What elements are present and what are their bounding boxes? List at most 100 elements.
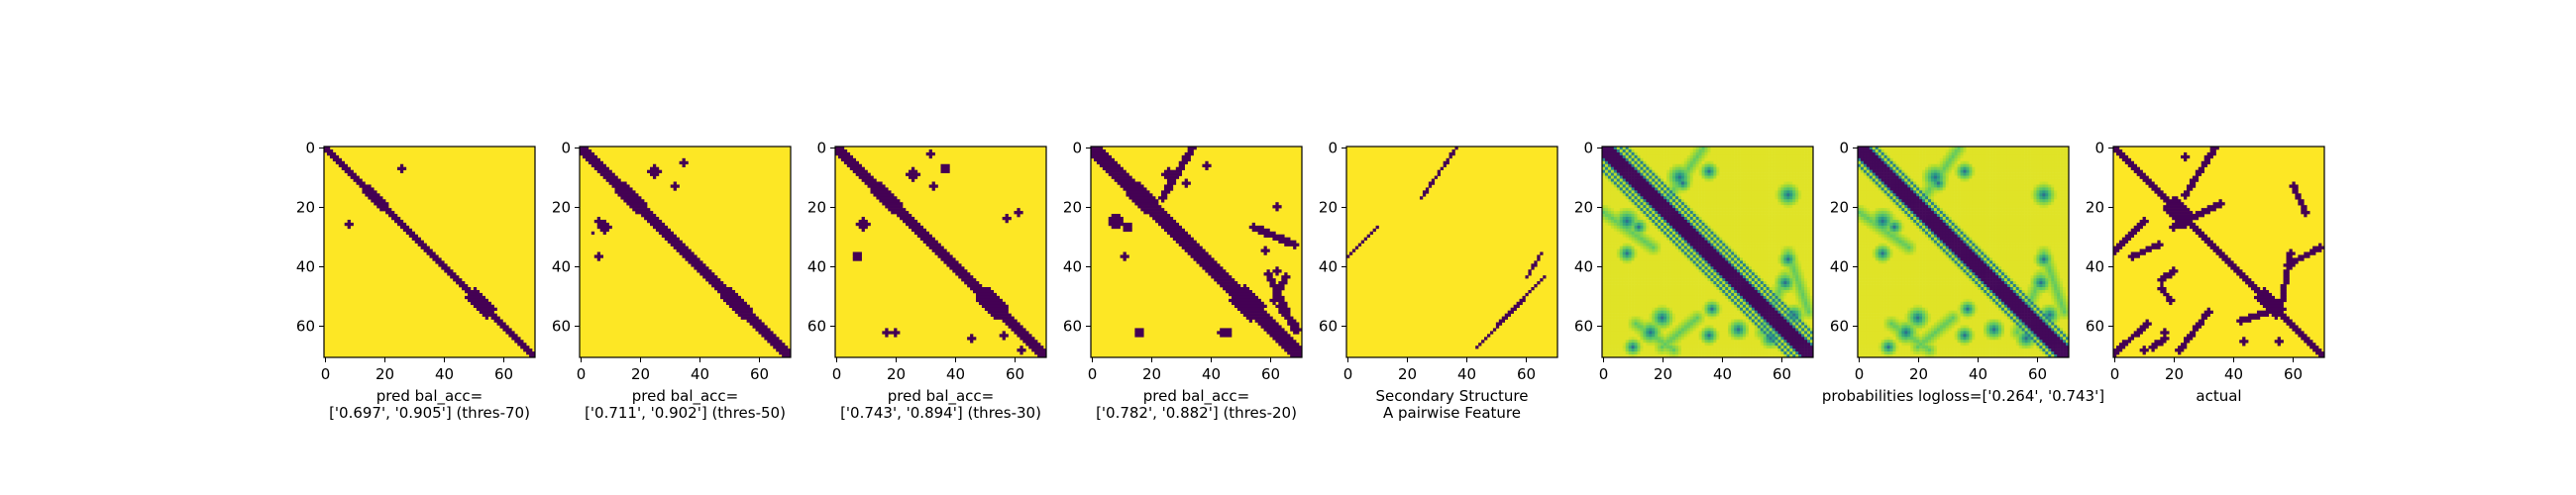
heatmap-cell (1672, 214, 1676, 218)
heatmap-cell (1707, 175, 1711, 179)
heatmap-cell (1672, 172, 1676, 176)
heatmap-cell (1737, 147, 1741, 150)
heatmap-cell (1798, 257, 1802, 261)
heatmap-cell (1683, 254, 1688, 258)
heatmap-cell (1748, 272, 1753, 276)
heatmap-cell (1692, 254, 1696, 258)
heatmap-cell (1537, 254, 1541, 258)
heatmap-cell (1695, 266, 1699, 270)
heatmap-cell (1613, 225, 1618, 230)
heatmap-cell (1698, 304, 1702, 309)
heatmap-cell (1669, 172, 1673, 176)
heatmap-cell (1616, 214, 1621, 218)
heatmap-cell (1734, 322, 1738, 326)
heatmap-cell (1661, 246, 1664, 249)
heatmap-cell (1637, 260, 1641, 264)
heatmap-cell (1689, 231, 1694, 236)
heatmap-cell (1780, 151, 1784, 156)
heatmap-cell (843, 160, 859, 165)
heatmap-cell (1677, 298, 1682, 303)
heatmap-cell (1725, 214, 1729, 218)
heatmap-cell (1661, 147, 1664, 150)
heatmap-cell (1640, 160, 1644, 165)
heatmap-cell (1680, 205, 1685, 209)
heatmap-cell (1795, 202, 1799, 206)
heatmap-cell (1698, 313, 1702, 317)
heatmap-cell (1661, 157, 1664, 162)
heatmap-cell (1631, 284, 1635, 288)
heatmap-cell (1677, 266, 1682, 270)
heatmap-cell (1692, 184, 1696, 188)
heatmap-cell (1625, 257, 1629, 261)
heatmap-cell (470, 301, 491, 306)
heatmap-cell (1683, 287, 1688, 291)
heatmap-cell (1616, 287, 1621, 291)
heatmap-cell (1672, 169, 1676, 173)
heatmap-cell (1616, 202, 1621, 206)
heatmap-cell (465, 289, 481, 294)
heatmap-cell (1607, 231, 1612, 236)
heatmap-cell (1801, 263, 1805, 267)
heatmap-cell (1754, 172, 1759, 176)
heatmap-cell (391, 217, 401, 221)
heatmap-cell (1628, 301, 1632, 306)
heatmap-cell (1674, 234, 1679, 239)
heatmap-cell (1792, 240, 1796, 244)
heatmap-cell (1722, 151, 1726, 156)
heatmap-cell (1777, 202, 1781, 206)
heatmap-cell (1680, 275, 1685, 279)
heatmap-cell (1652, 287, 1656, 291)
heatmap-cell (1616, 181, 1621, 185)
heatmap-cell (1631, 187, 1635, 191)
heatmap-cell (1604, 260, 1609, 264)
heatmap-cell (1698, 219, 1702, 224)
heatmap-cell (1658, 266, 1662, 270)
heatmap-cell (685, 257, 700, 261)
heatmap-cell (1801, 231, 1805, 236)
heatmap-cell (1622, 172, 1626, 176)
heatmap-cell (1698, 190, 1702, 194)
heatmap-cell (1622, 196, 1626, 200)
heatmap-cell (1710, 187, 1714, 191)
heatmap-cell (1769, 275, 1772, 279)
heatmap-cell (1745, 301, 1750, 306)
heatmap-cell (1672, 319, 1676, 323)
heatmap-cell (1783, 243, 1787, 247)
heatmap-cell (1748, 304, 1753, 309)
heatmap-cell (1161, 225, 1183, 230)
heatmap-cell (1646, 260, 1650, 264)
heatmap-cell (1731, 278, 1735, 282)
heatmap-cell (1766, 301, 1770, 306)
heatmap-cell (1649, 243, 1653, 247)
heatmap-cell (1716, 278, 1720, 282)
heatmap-cell (1643, 287, 1647, 291)
heatmap-cell (1698, 295, 1702, 300)
heatmap-cell (694, 266, 709, 270)
heatmap-cell (1743, 304, 1747, 309)
heatmap-cell (1649, 287, 1653, 291)
heatmap-cell (1622, 240, 1626, 244)
heatmap-cell (1769, 208, 1772, 212)
heatmap-cell (1740, 272, 1744, 276)
heatmap-cell (1695, 292, 1699, 297)
heatmap-cell (1754, 246, 1759, 249)
heatmap-cell (1763, 187, 1767, 191)
heatmap-cell (1760, 275, 1765, 279)
heatmap-cell (1757, 263, 1762, 267)
heatmap-cell (1771, 240, 1775, 244)
heatmap-cell (1674, 181, 1679, 185)
heatmap-cell (1217, 331, 1233, 335)
heatmap-cell (1725, 157, 1729, 162)
heatmap-cell (1774, 231, 1778, 236)
heatmap-cell (1610, 272, 1615, 276)
y-tick-label: 40 (1063, 258, 1082, 276)
heatmap-cell (1786, 263, 1790, 267)
heatmap-cell (1652, 187, 1656, 191)
heatmap-cell (1757, 211, 1762, 215)
heatmap-cell (1713, 275, 1717, 279)
heatmap-cell (1528, 269, 1532, 273)
heatmap-cell (1774, 196, 1778, 200)
heatmap-cell (1737, 240, 1741, 244)
heatmap-cell (1792, 272, 1796, 276)
heatmap-cell (1672, 260, 1676, 264)
